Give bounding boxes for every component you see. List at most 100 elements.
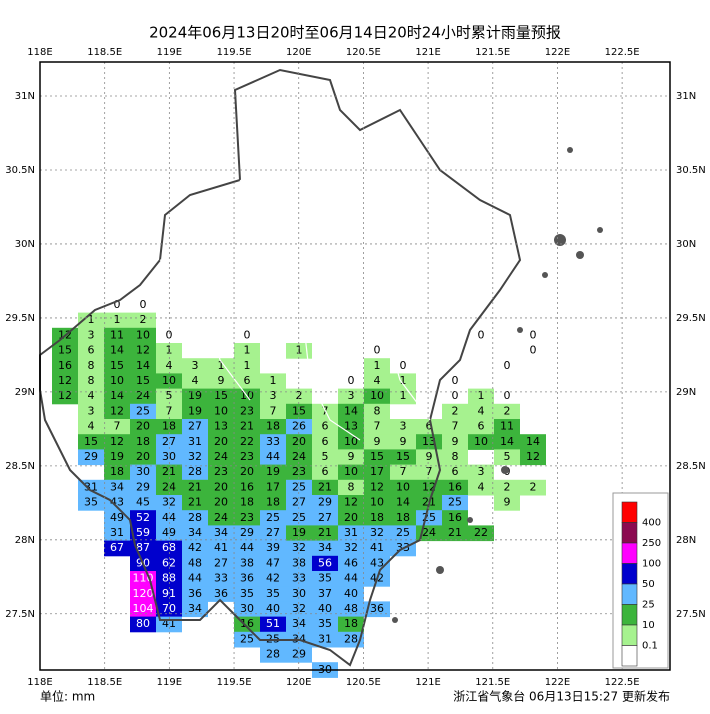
islands	[392, 147, 603, 623]
footer-note: 浙江省气象台 06月13日15:27 更新发布	[453, 689, 670, 704]
rain-cell	[208, 510, 234, 526]
rain-value: 5	[166, 389, 173, 402]
rain-value: 31	[318, 632, 332, 645]
rain-cell	[182, 601, 208, 618]
rain-value: 46	[344, 556, 358, 569]
rain-value: 16	[58, 359, 72, 372]
rain-cell	[260, 388, 286, 405]
rain-cell	[442, 525, 468, 542]
rain-value: 18	[266, 496, 280, 509]
rain-value: 12	[344, 496, 358, 509]
rain-value: 28	[266, 648, 280, 661]
rain-cell	[182, 403, 208, 420]
rain-cell	[286, 647, 312, 663]
rain-value: 20	[136, 420, 150, 433]
rain-cell	[416, 419, 442, 435]
rain-value: 15	[110, 359, 124, 372]
rain-value: 21	[318, 480, 332, 493]
rain-cell	[338, 419, 364, 435]
rain-cell	[208, 419, 234, 435]
rain-cell	[338, 479, 364, 496]
rain-cell	[182, 571, 208, 587]
rain-value: 35	[318, 572, 332, 585]
rain-value: 67	[110, 541, 124, 554]
rain-value: 20	[344, 511, 358, 524]
rain-value: 3	[400, 420, 407, 433]
rain-cell	[520, 449, 546, 466]
rain-cell	[260, 601, 286, 618]
rain-cell	[182, 434, 208, 450]
rain-cell	[442, 464, 468, 481]
rain-value: 10	[344, 435, 358, 448]
rain-value: 80	[136, 617, 150, 630]
rain-cell	[338, 388, 364, 405]
rain-cell	[182, 449, 208, 466]
rain-value: 18	[162, 420, 176, 433]
city-borders	[159, 179, 431, 441]
rain-cell	[78, 403, 104, 420]
y-tick-label: 29.5N	[676, 313, 706, 324]
rain-cell	[130, 419, 156, 435]
rain-value: 104	[133, 602, 154, 615]
rain-cell	[286, 343, 312, 359]
rain-cell	[338, 571, 364, 587]
rain-cell	[78, 434, 104, 450]
rain-cell	[286, 419, 312, 435]
rain-cell	[234, 449, 260, 466]
rain-value: 35	[240, 587, 254, 600]
rain-cell	[52, 343, 78, 359]
legend: 400 250 100 50 25 10 0.1	[612, 492, 669, 669]
rain-cell	[312, 495, 338, 511]
rain-cell	[442, 434, 468, 450]
rain-cell	[208, 403, 234, 420]
x-tick-label: 122E	[545, 677, 570, 688]
x-tick-label: 119.5E	[217, 47, 252, 58]
rain-cell	[312, 449, 338, 466]
rain-value: 8	[88, 359, 95, 372]
rain-value: 25	[240, 632, 254, 645]
rain-value: 5	[322, 450, 329, 463]
rain-value: 1	[400, 389, 407, 402]
rain-cell	[416, 449, 442, 466]
rain-cell	[130, 464, 156, 481]
rain-cell	[312, 403, 338, 420]
rain-value: 24	[292, 450, 306, 463]
rain-value: 0	[140, 298, 147, 311]
rain-cell	[130, 479, 156, 496]
x-tick-label: 121E	[415, 47, 440, 58]
x-tick-label: 119E	[157, 677, 182, 688]
rain-value: 27	[162, 435, 176, 448]
rain-value: 14	[136, 359, 150, 372]
rain-cell	[338, 495, 364, 511]
rain-value: 9	[452, 435, 459, 448]
rain-value: 42	[188, 541, 202, 554]
rain-cell	[260, 586, 286, 602]
rain-value: 12	[58, 374, 72, 387]
rain-cell	[234, 586, 260, 602]
rain-value: 37	[318, 587, 332, 600]
rain-value: 9	[504, 496, 511, 509]
rain-cell	[78, 312, 104, 329]
rain-value: 21	[448, 526, 462, 539]
rain-cell	[442, 495, 468, 511]
rain-value: 2	[504, 480, 511, 493]
rain-value: 20	[292, 435, 306, 448]
rain-cell	[364, 373, 390, 390]
rain-value: 4	[374, 374, 381, 387]
x-tick-label: 119E	[157, 47, 182, 58]
rain-cell	[390, 434, 416, 450]
rain-cell	[260, 525, 286, 542]
rain-value: 1	[374, 359, 381, 372]
rain-value: 59	[136, 526, 150, 539]
rain-cell	[78, 419, 104, 435]
rain-cell	[130, 601, 156, 618]
rain-cell	[312, 571, 338, 587]
rain-value: 24	[214, 450, 228, 463]
rain-cell	[104, 388, 130, 405]
rain-cell	[312, 510, 338, 526]
rain-value: 34	[110, 480, 124, 493]
rain-value: 34	[188, 602, 202, 615]
rain-cell	[78, 388, 104, 405]
x-tick-label: 122E	[545, 47, 570, 58]
